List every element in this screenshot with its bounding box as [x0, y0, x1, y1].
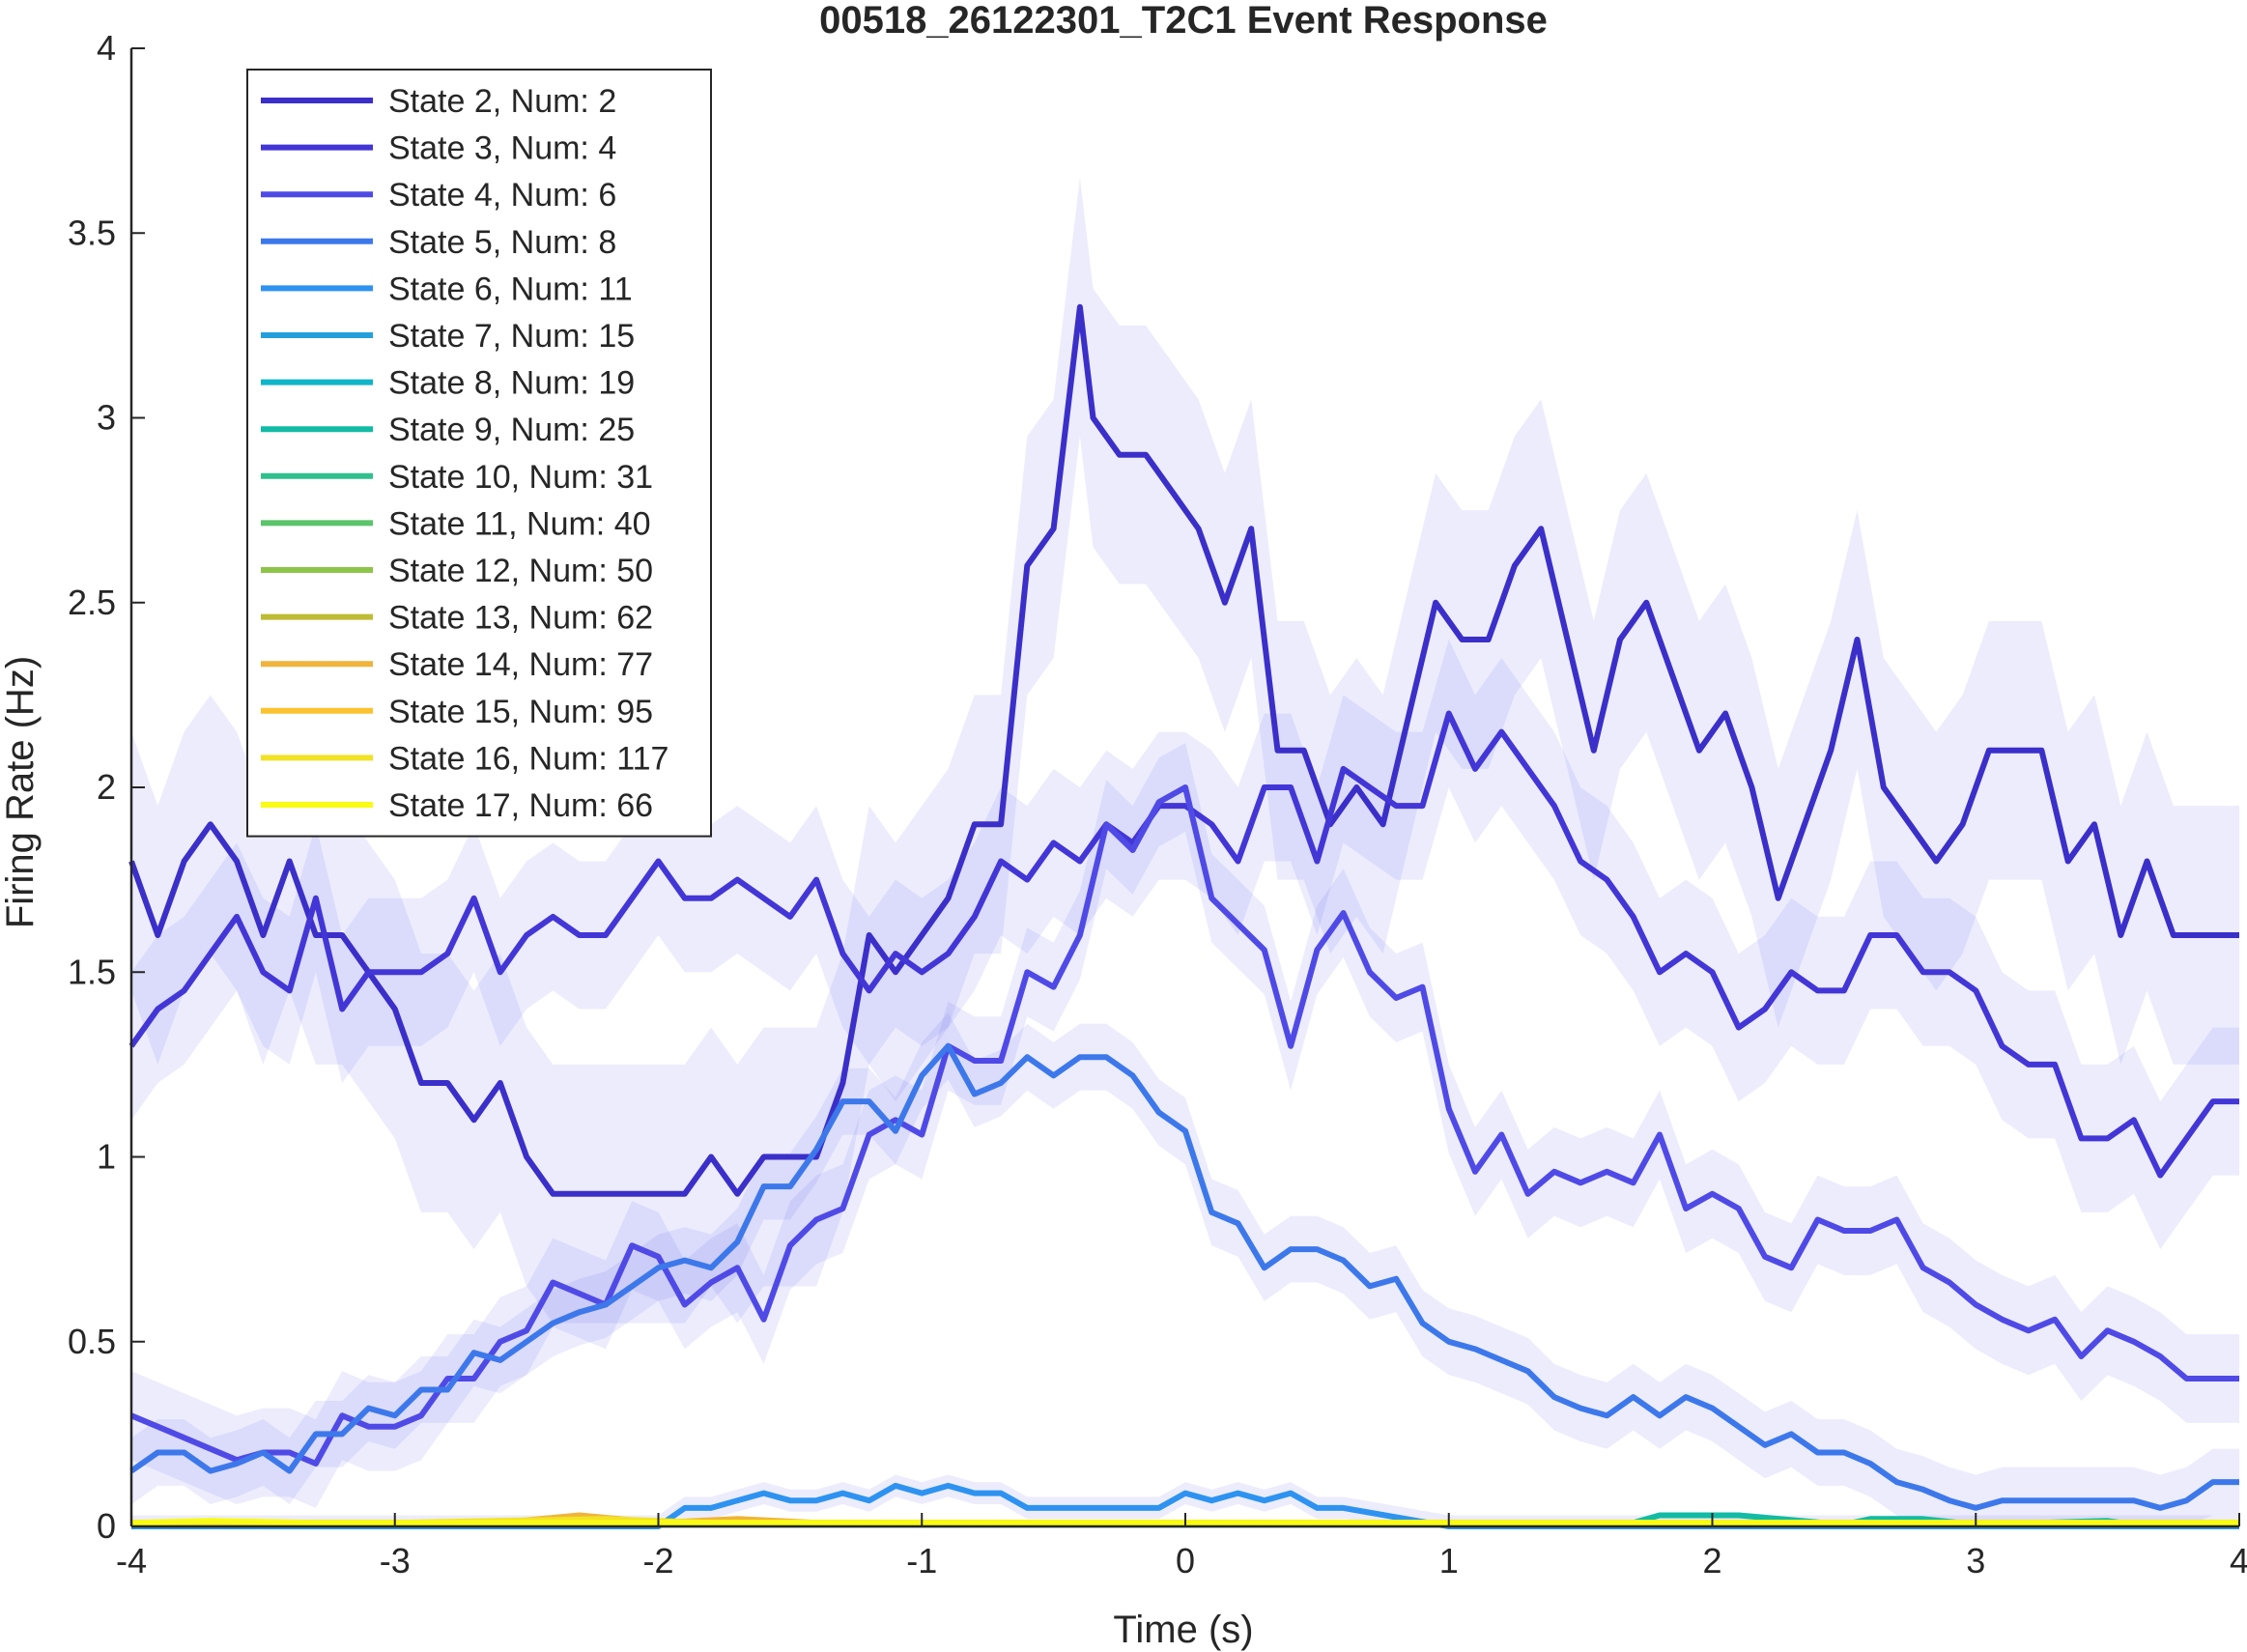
legend-label: State 11, Num: 40 — [388, 505, 651, 542]
confidence-band-1 — [131, 177, 2239, 1324]
y-tick-label: 0.5 — [68, 1322, 116, 1361]
legend-label: State 12, Num: 50 — [388, 553, 653, 589]
y-tick-label: 4 — [97, 28, 116, 68]
x-tick-label: 0 — [1176, 1541, 1195, 1581]
x-axis-ticks: -4 -3 -2 -1 0 1 2 3 4 — [116, 1513, 2247, 1581]
chart-title: 00518_26122301_T2C1 Event Response — [819, 0, 1548, 42]
x-tick-label: 4 — [2230, 1541, 2247, 1581]
series-line-4 — [129, 1042, 2239, 1511]
series-line-1 — [128, 303, 2239, 1197]
series-line-2 — [128, 710, 2239, 1179]
x-tick-label: 3 — [1966, 1541, 1985, 1581]
y-tick-label: 3 — [97, 398, 116, 438]
legend-label: State 9, Num: 25 — [388, 412, 635, 448]
legend-label: State 8, Num: 19 — [388, 365, 635, 402]
legend: State 2, Num: 2 State 3, Num: 4 State 4, N… — [246, 69, 712, 838]
y-tick-label: 3.5 — [68, 213, 116, 252]
y-tick-label: 0 — [97, 1506, 116, 1546]
legend-label: State 6, Num: 11 — [388, 271, 633, 307]
legend-label: State 15, Num: 95 — [388, 694, 653, 730]
legend-label: State 2, Num: 2 — [388, 83, 616, 120]
legend-label: State 13, Num: 62 — [388, 600, 653, 637]
x-tick-label: -4 — [116, 1541, 147, 1581]
x-tick-label: -2 — [642, 1541, 673, 1581]
y-tick-label: 1.5 — [68, 952, 116, 991]
x-tick-label: 1 — [1439, 1541, 1459, 1581]
x-tick-label: -3 — [380, 1541, 411, 1581]
x-tick-label: -1 — [906, 1541, 937, 1581]
confidence-band-5 — [131, 1474, 2239, 1526]
series-line-3 — [129, 784, 2239, 1467]
y-tick-label: 2 — [97, 767, 116, 807]
y-axis-label: Firing Rate (Hz) — [0, 656, 42, 928]
y-tick-label: 1 — [97, 1137, 116, 1177]
x-axis-label: Time (s) — [1113, 1609, 1253, 1651]
legend-label: State 5, Num: 8 — [388, 224, 616, 261]
legend-label: State 14, Num: 77 — [388, 646, 653, 683]
series-line-5 — [131, 1482, 2239, 1529]
legend-label: State 3, Num: 4 — [388, 130, 616, 167]
confidence-band-4 — [131, 1012, 2239, 1526]
x-tick-label: 2 — [1702, 1541, 1721, 1581]
legend-label: State 17, Num: 66 — [388, 787, 653, 824]
legend-label: State 16, Num: 117 — [388, 740, 668, 777]
y-tick-label: 2.5 — [68, 583, 116, 622]
legend-label: State 4, Num: 6 — [388, 177, 616, 214]
y-axis-ticks: 0 0.5 1 1.5 2 2.5 3 3.5 4 — [68, 28, 145, 1546]
legend-label: State 7, Num: 15 — [388, 318, 635, 355]
legend-label: State 10, Num: 31 — [388, 459, 653, 496]
